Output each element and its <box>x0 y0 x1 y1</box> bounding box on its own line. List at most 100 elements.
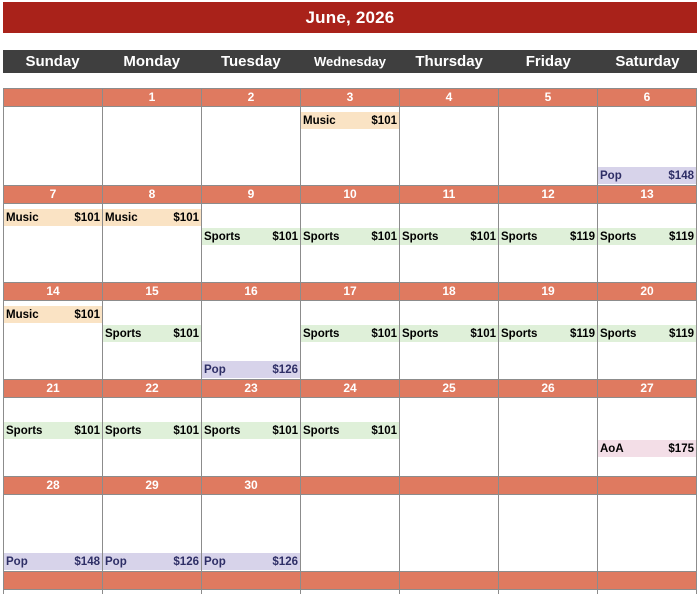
day-cell[interactable] <box>400 107 499 186</box>
event-music[interactable]: Music $101 <box>301 112 399 129</box>
day-cell[interactable]: Sports $101 <box>301 398 400 477</box>
event-sports[interactable]: Sports $119 <box>598 228 696 245</box>
event-music[interactable]: Music $101 <box>4 306 102 323</box>
day-cell[interactable]: Pop $148 <box>598 107 697 186</box>
day-cell[interactable] <box>301 495 400 572</box>
date-cell[interactable]: 25 <box>400 380 499 398</box>
date-cell[interactable]: 5 <box>499 89 598 107</box>
day-cell[interactable]: Sports $101 <box>400 204 499 283</box>
event-sports[interactable]: Sports $119 <box>499 325 597 342</box>
date-cell[interactable]: 24 <box>301 380 400 398</box>
date-cell[interactable] <box>499 477 598 495</box>
day-cell[interactable]: Music $101 <box>4 204 103 283</box>
date-cell[interactable]: 28 <box>4 477 103 495</box>
day-cell[interactable]: Pop $126 <box>202 301 301 380</box>
date-cell[interactable] <box>400 477 499 495</box>
day-cell[interactable]: Sports $101 <box>202 204 301 283</box>
event-sports[interactable]: Sports $119 <box>499 228 597 245</box>
date-cell[interactable] <box>301 572 400 590</box>
date-cell[interactable]: 10 <box>301 186 400 204</box>
day-cell[interactable]: Sports $119 <box>598 301 697 380</box>
event-pop[interactable]: Pop $126 <box>103 553 201 570</box>
date-cell[interactable] <box>301 477 400 495</box>
event-pop[interactable]: Pop $148 <box>598 167 696 184</box>
event-aoa[interactable]: AoA $175 <box>598 440 696 457</box>
date-cell[interactable]: 8 <box>103 186 202 204</box>
date-cell[interactable]: 7 <box>4 186 103 204</box>
date-cell[interactable] <box>4 89 103 107</box>
date-cell[interactable]: 17 <box>301 283 400 301</box>
day-cell[interactable]: Music $101 <box>301 107 400 186</box>
date-cell[interactable]: 27 <box>598 380 697 398</box>
date-cell[interactable] <box>598 477 697 495</box>
event-pop[interactable]: Pop $148 <box>4 553 102 570</box>
date-cell[interactable]: 13 <box>598 186 697 204</box>
date-cell[interactable]: 23 <box>202 380 301 398</box>
date-cell[interactable]: 15 <box>103 283 202 301</box>
event-sports[interactable]: Sports $101 <box>301 422 399 439</box>
event-sports[interactable]: Sports $119 <box>598 325 696 342</box>
date-cell[interactable]: 20 <box>598 283 697 301</box>
date-cell[interactable]: 29 <box>103 477 202 495</box>
day-cell[interactable] <box>4 107 103 186</box>
day-cell[interactable] <box>400 398 499 477</box>
day-cell[interactable]: Sports $101 <box>103 301 202 380</box>
day-cell[interactable] <box>202 107 301 186</box>
date-cell[interactable]: 3 <box>301 89 400 107</box>
event-sports[interactable]: Sports $101 <box>202 422 300 439</box>
date-cell[interactable]: 11 <box>400 186 499 204</box>
event-sports[interactable]: Sports $101 <box>202 228 300 245</box>
event-sports[interactable]: Sports $101 <box>103 325 201 342</box>
date-cell[interactable] <box>4 572 103 590</box>
date-cell[interactable]: 1 <box>103 89 202 107</box>
event-pop[interactable]: Pop $126 <box>202 361 300 378</box>
day-cell[interactable]: Sports $101 <box>301 204 400 283</box>
event-sports[interactable]: Sports $101 <box>400 228 498 245</box>
date-cell[interactable] <box>202 572 301 590</box>
day-cell[interactable] <box>499 107 598 186</box>
day-cell[interactable]: Sports $101 <box>301 301 400 380</box>
day-cell[interactable] <box>598 495 697 572</box>
day-cell[interactable]: Sports $119 <box>499 204 598 283</box>
event-music[interactable]: Music $101 <box>103 209 201 226</box>
day-cell[interactable]: Pop $126 <box>202 495 301 572</box>
date-cell[interactable]: 6 <box>598 89 697 107</box>
day-cell[interactable] <box>499 495 598 572</box>
event-sports[interactable]: Sports $101 <box>400 325 498 342</box>
date-cell[interactable]: 22 <box>103 380 202 398</box>
day-cell[interactable] <box>400 495 499 572</box>
day-cell[interactable]: Music $101 <box>103 204 202 283</box>
date-cell[interactable]: 14 <box>4 283 103 301</box>
date-cell[interactable] <box>598 572 697 590</box>
event-sports[interactable]: Sports $101 <box>301 228 399 245</box>
date-cell[interactable]: 18 <box>400 283 499 301</box>
day-cell[interactable]: Sports $101 <box>202 398 301 477</box>
date-cell[interactable]: 26 <box>499 380 598 398</box>
day-cell[interactable]: Music $101 <box>4 301 103 380</box>
date-cell[interactable]: 16 <box>202 283 301 301</box>
date-cell[interactable]: 19 <box>499 283 598 301</box>
date-cell[interactable]: 21 <box>4 380 103 398</box>
date-cell[interactable] <box>400 572 499 590</box>
day-cell[interactable]: Pop $126 <box>103 495 202 572</box>
date-cell[interactable]: 9 <box>202 186 301 204</box>
event-music[interactable]: Music $101 <box>4 209 102 226</box>
date-cell[interactable]: 30 <box>202 477 301 495</box>
date-cell[interactable]: 4 <box>400 89 499 107</box>
day-cell[interactable]: Sports $119 <box>598 204 697 283</box>
event-sports[interactable]: Sports $101 <box>103 422 201 439</box>
day-cell[interactable]: AoA $175 <box>598 398 697 477</box>
date-cell[interactable] <box>499 572 598 590</box>
event-sports[interactable]: Sports $101 <box>4 422 102 439</box>
date-cell[interactable] <box>103 572 202 590</box>
day-cell[interactable]: Sports $101 <box>103 398 202 477</box>
event-pop[interactable]: Pop $126 <box>202 553 300 570</box>
date-cell[interactable]: 12 <box>499 186 598 204</box>
date-cell[interactable]: 2 <box>202 89 301 107</box>
day-cell[interactable]: Sports $119 <box>499 301 598 380</box>
day-cell[interactable]: Sports $101 <box>4 398 103 477</box>
day-cell[interactable]: Pop $148 <box>4 495 103 572</box>
event-sports[interactable]: Sports $101 <box>301 325 399 342</box>
day-cell[interactable]: Sports $101 <box>400 301 499 380</box>
day-cell[interactable] <box>103 107 202 186</box>
